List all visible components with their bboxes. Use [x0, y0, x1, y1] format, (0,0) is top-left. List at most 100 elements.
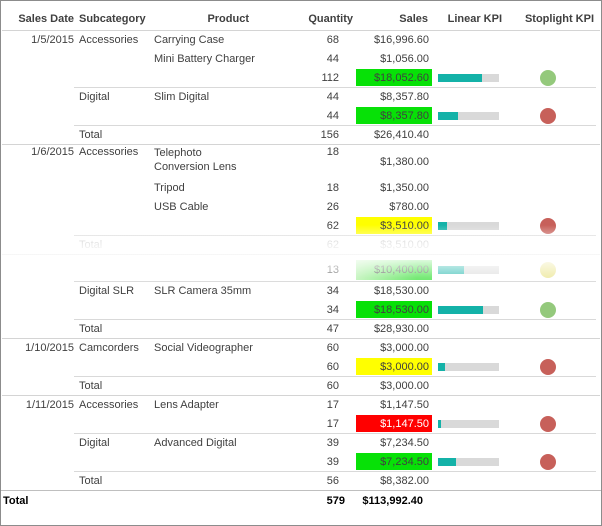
row-separator — [74, 281, 596, 282]
cell-linear-kpi — [432, 73, 502, 82]
linear-kpi-bar-fill — [438, 457, 456, 466]
sales-value: $26,410.40 — [373, 128, 429, 141]
header-stoplight-kpi: Stoplight KPI — [524, 12, 594, 25]
stoplight-yellow-icon — [540, 262, 556, 278]
cell-linear-kpi — [432, 362, 502, 371]
cell-sales: $1,147.50 — [353, 414, 432, 433]
cell-sales: $8,382.00 — [353, 471, 432, 490]
cell-quantity: 26 — [326, 200, 339, 213]
cell-subcategory: Total — [79, 238, 103, 251]
stoplight-green-icon — [540, 69, 556, 86]
cell-product: Telephoto Conversion Lens — [154, 147, 237, 173]
sales-kpi-cell: $1,147.50 — [356, 415, 432, 432]
linear-kpi-bar — [438, 221, 499, 230]
stoplight-green-icon — [540, 301, 556, 318]
cell-linear-kpi — [432, 266, 502, 274]
sales-kpi-cell: $8,357.80 — [356, 107, 432, 124]
cell-product: Slim Digital — [154, 90, 210, 103]
cell-sales: $3,000.00 — [353, 357, 432, 376]
table-row: 13 $10,400.00 — [9, 259, 596, 281]
linear-kpi-bar-fill — [438, 221, 447, 230]
cell-quantity: 60 — [326, 341, 339, 354]
table-row: 1/11/2015 Accessories Lens Adapter 17 $1,147… — [2, 395, 600, 414]
linear-kpi-bar — [438, 305, 499, 314]
sales-value: $3,510.00 — [380, 238, 429, 251]
stoplight-red-icon — [540, 453, 556, 470]
cell-stoplight-kpi — [502, 453, 596, 470]
table-row: 1/10/2015 Camcorders Social Videographer 60… — [2, 338, 600, 357]
cell-sales: $3,510.00 — [353, 235, 432, 254]
cell-quantity: 112 — [321, 71, 339, 84]
cell-linear-kpi — [432, 221, 502, 230]
cell-sales: $7,234.50 — [353, 452, 432, 471]
sales-value: $3,000.00 — [380, 341, 429, 354]
table-row: Tripod 18 $1,350.00 — [9, 178, 596, 197]
cell-sales: $7,234.50 — [353, 433, 432, 452]
cell-sales-date: 1/10/2015 — [25, 341, 74, 354]
sales-kpi-cell: $3,510.00 — [356, 217, 432, 234]
cell-product: Mini Battery Charger — [154, 52, 255, 65]
cell-subcategory: Camcorders — [79, 341, 139, 354]
table-body: 1/5/2015 Accessories Carrying Case 68 $16,99… — [1, 30, 601, 511]
cell-linear-kpi — [432, 305, 502, 314]
cell-stoplight-kpi — [502, 217, 596, 234]
cell-stoplight-kpi — [502, 415, 596, 432]
cell-quantity: 60 — [326, 360, 339, 373]
cell-sales: $28,930.00 — [353, 319, 432, 338]
linear-kpi-bar-fill — [438, 266, 464, 274]
cell-sales: $26,410.40 — [353, 125, 432, 144]
cell-sales: $1,380.00 — [353, 146, 432, 178]
stoplight-red-icon — [540, 107, 556, 124]
cell-subcategory: Total — [79, 379, 103, 392]
cell-sales: $3,510.00 — [353, 216, 432, 235]
row-separator — [2, 30, 600, 31]
table-row: 39 $7,234.50 — [9, 452, 596, 471]
cell-sales: $8,357.80 — [353, 106, 432, 125]
cell-sales-date: Total — [3, 494, 29, 507]
cell-quantity: 34 — [326, 303, 339, 316]
table-row: 60 $3,000.00 — [9, 357, 596, 376]
cell-linear-kpi — [432, 419, 502, 428]
cell-quantity: 34 — [326, 284, 339, 297]
stoplight-red-icon — [540, 358, 556, 375]
sales-kpi-cell: $18,052.60 — [356, 69, 432, 86]
table-row: USB Cable 26 $780.00 — [9, 197, 596, 216]
table-row: 1/6/2015 Accessories Telephoto Conversion … — [2, 144, 600, 178]
cell-product: USB Cable — [154, 200, 209, 213]
table-row: 112 $18,052.60 — [9, 68, 596, 87]
table-row: 34 $18,530.00 — [9, 300, 596, 319]
cell-quantity: 39 — [326, 455, 339, 468]
cell-quantity: 39 — [326, 436, 339, 449]
cell-sales: $3,000.00 — [353, 338, 432, 357]
sales-value: $113,992.40 — [362, 494, 423, 507]
table-row: Total 156 $26,410.40 — [9, 125, 596, 144]
sales-value: $8,357.80 — [380, 90, 429, 103]
sales-value: $3,000.00 — [380, 379, 429, 392]
cell-subcategory: Digital SLR — [79, 284, 135, 297]
cell-quantity: 68 — [326, 33, 339, 46]
cell-quantity: 13 — [326, 264, 339, 276]
sales-value: $780.00 — [389, 200, 429, 213]
cell-linear-kpi — [432, 457, 502, 466]
row-separator — [74, 376, 596, 377]
sales-value: $1,056.00 — [380, 52, 429, 65]
row-separator — [2, 144, 600, 145]
table-row: Digital Advanced Digital 39 $7,234.50 — [9, 433, 596, 452]
stoplight-red-icon — [540, 415, 556, 432]
cell-quantity: 56 — [326, 474, 339, 487]
cell-subcategory: Digital — [79, 90, 110, 103]
cell-quantity: 60 — [326, 379, 339, 392]
row-separator — [74, 319, 596, 320]
linear-kpi-bar — [438, 73, 499, 82]
table-row: 44 $8,357.80 — [9, 106, 596, 125]
linear-kpi-bar-fill — [438, 111, 459, 120]
cell-product: Advanced Digital — [154, 436, 237, 449]
cell-sales: $18,052.60 — [353, 68, 432, 87]
cell-quantity: 62 — [326, 238, 339, 251]
header-product: Product — [207, 12, 249, 25]
cell-linear-kpi — [432, 111, 502, 120]
cell-quantity: 44 — [326, 52, 339, 65]
cell-subcategory: Total — [79, 322, 103, 335]
row-separator — [2, 395, 600, 396]
